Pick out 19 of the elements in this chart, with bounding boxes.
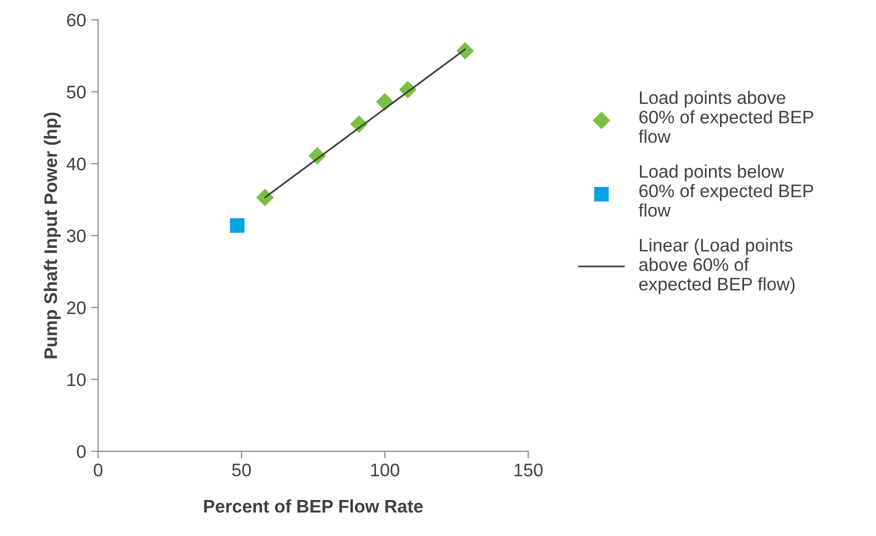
legend-label: Linear (Load points above 60% of expected BEP flow)	[639, 238, 795, 294]
point	[230, 218, 244, 233]
point	[256, 188, 274, 206]
legend-label: Load points below 60% of expected BEP flow	[638, 164, 814, 217]
y-tick-label: 20	[67, 301, 86, 314]
x-tick-label: 100	[371, 464, 400, 476]
point	[456, 42, 474, 60]
y-tick-label: 10	[68, 373, 86, 386]
x-tick-label: 50	[232, 464, 251, 476]
x-tick-label: 0	[94, 464, 102, 476]
y-tick-label: 50	[66, 86, 86, 98]
y-tick-label: 0	[76, 445, 86, 458]
y-tick-label: 40	[66, 158, 86, 170]
y-axis-title: Pump Shaft Input Power (hp)	[44, 112, 61, 358]
y-tick-label: 30	[66, 230, 86, 242]
x-tick-label: 150	[514, 464, 543, 476]
y-tick-label: 60	[67, 14, 86, 27]
x-axis-title: Percent of BEP Flow Rate	[204, 499, 423, 513]
legend-label: Load points above 60% of expected BEP flow	[638, 90, 814, 143]
